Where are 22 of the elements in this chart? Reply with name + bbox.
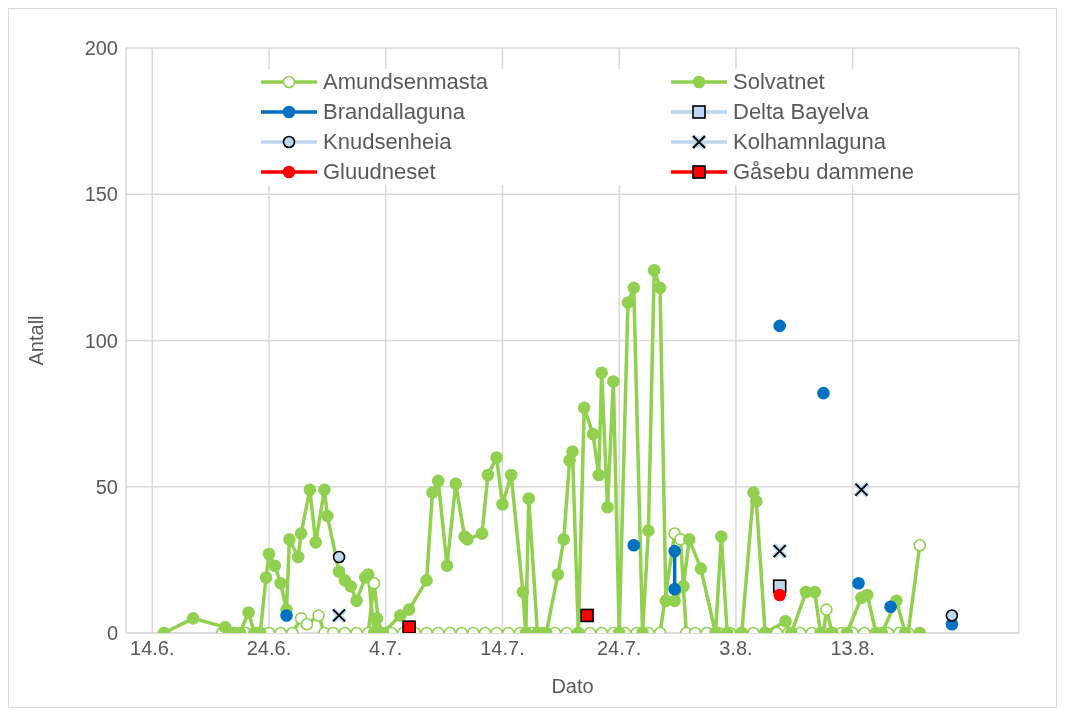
y-tick-label: 50 xyxy=(95,475,118,498)
x-axis-title: Dato xyxy=(551,675,594,697)
x-tick-label: 14.7. xyxy=(480,637,525,660)
legend-label: Kolhamnlaguna xyxy=(733,129,886,155)
x-tick-label: 24.7. xyxy=(596,637,642,660)
x-tick-label: 3.8. xyxy=(719,637,753,660)
x-tick-label: 14.6. xyxy=(130,637,175,660)
x-tick-label: 4.7. xyxy=(369,637,403,660)
legend-label: Gluudneset xyxy=(323,159,436,185)
legend-label: Amundsenmasta xyxy=(323,69,489,95)
legend-label: Knudsenheia xyxy=(323,129,452,155)
y-tick-label: 150 xyxy=(84,183,118,206)
legend-label: Gåsebu dammene xyxy=(733,159,914,185)
y-axis-title: Antall xyxy=(25,315,48,366)
legend-label: Delta Bayelva xyxy=(733,99,869,125)
legend-label: Brandallaguna xyxy=(323,99,465,125)
y-tick-label: 200 xyxy=(84,37,118,60)
y-tick-label: 100 xyxy=(84,329,118,352)
legend-label: Solvatnet xyxy=(733,69,825,95)
x-tick-label: 24.6. xyxy=(246,637,292,660)
y-tick-label: 0 xyxy=(106,622,118,645)
x-tick-label: 13.8. xyxy=(830,637,875,660)
